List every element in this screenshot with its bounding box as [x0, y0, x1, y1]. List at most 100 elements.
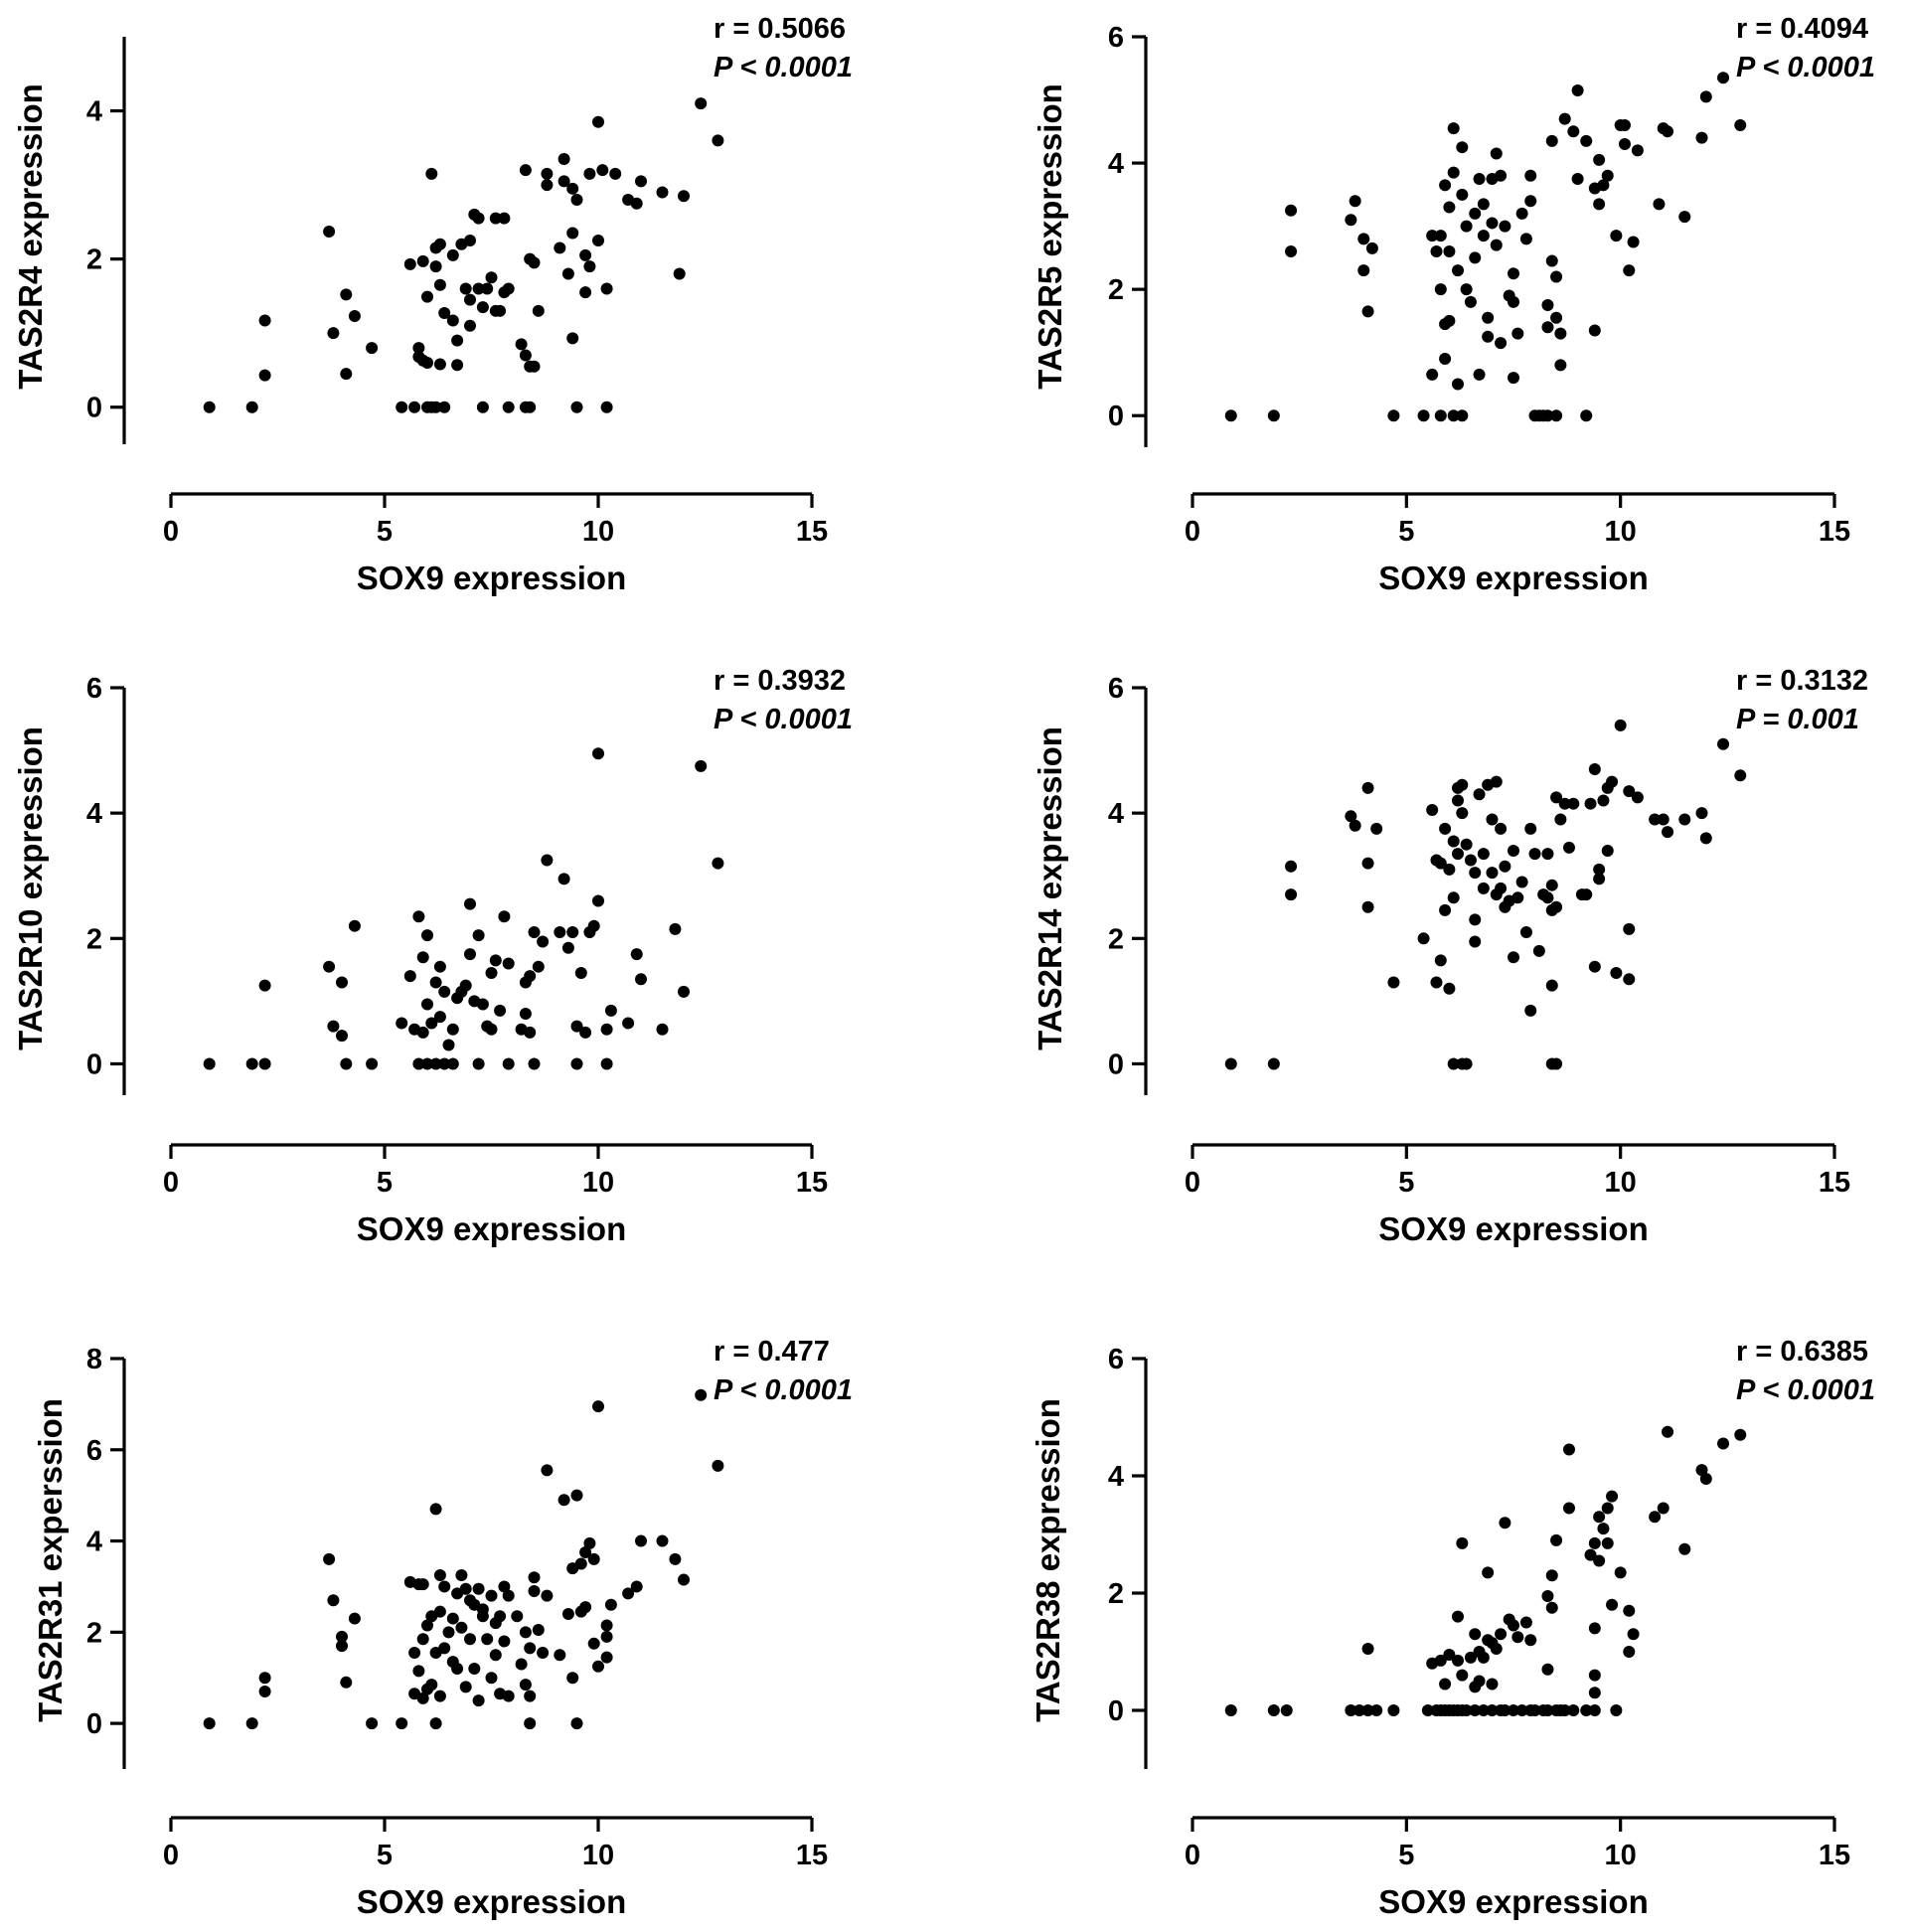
data-point — [1434, 954, 1447, 967]
x-axis-title: SOX9 expression — [1378, 1883, 1648, 1920]
y-axis-title: TAS2R5 expression — [1032, 83, 1068, 390]
data-point — [1524, 1634, 1537, 1647]
data-point — [656, 1534, 669, 1547]
data-point — [1464, 1651, 1477, 1664]
data-point — [519, 164, 532, 177]
data-point — [596, 164, 609, 177]
data-point — [464, 319, 476, 332]
data-point — [1558, 112, 1571, 125]
y-tick-label: 6 — [1108, 22, 1124, 54]
data-point — [1558, 797, 1571, 810]
x-tick-label: 15 — [796, 516, 828, 548]
x-tick-label: 10 — [1605, 516, 1637, 548]
data-point — [421, 290, 433, 303]
data-point — [1580, 409, 1593, 422]
data-point — [433, 1690, 446, 1702]
data-point — [1349, 819, 1361, 832]
data-point — [1417, 932, 1430, 945]
data-point — [1662, 1425, 1674, 1438]
data-point — [515, 338, 528, 351]
data-point — [1447, 835, 1460, 848]
data-point — [1452, 264, 1465, 277]
data-point — [425, 1679, 438, 1691]
data-point — [528, 1057, 541, 1070]
data-point — [532, 1624, 545, 1637]
data-point — [1508, 267, 1519, 280]
data-point — [429, 1503, 442, 1516]
data-point — [1567, 797, 1580, 810]
y-tick-label: 4 — [1108, 148, 1124, 180]
x-axis-title: SOX9 expression — [357, 1883, 626, 1920]
data-point — [1387, 1704, 1400, 1716]
data-point — [1443, 201, 1456, 214]
data-point — [557, 175, 570, 188]
data-point — [464, 897, 476, 910]
data-point — [1545, 979, 1558, 992]
data-point — [396, 401, 408, 413]
data-point — [1439, 1678, 1452, 1690]
data-point — [1473, 172, 1486, 185]
data-point — [498, 212, 511, 225]
data-point — [1477, 198, 1490, 211]
x-tick-label: 0 — [1185, 1167, 1200, 1199]
data-point — [1443, 982, 1456, 995]
y-axis-title: TAS2R38 expression — [1030, 1398, 1066, 1722]
data-point — [635, 175, 647, 188]
data-point — [1345, 1704, 1357, 1716]
data-point — [1495, 1628, 1508, 1641]
y-tick-label: 2 — [86, 923, 102, 955]
data-point — [1554, 359, 1567, 372]
data-point — [1477, 1704, 1490, 1716]
data-point — [1464, 854, 1477, 867]
y-tick-label: 0 — [1108, 1695, 1124, 1727]
data-point — [1550, 1533, 1563, 1546]
data-point — [1528, 848, 1541, 861]
y-tick-label: 2 — [86, 244, 102, 276]
data-point — [323, 960, 336, 973]
y-tick-label: 0 — [1108, 1048, 1124, 1080]
data-point — [327, 1020, 340, 1033]
p-value: P < 0.0001 — [714, 704, 853, 735]
data-point — [459, 1681, 472, 1693]
data-point — [528, 1571, 541, 1584]
data-point — [669, 922, 682, 935]
data-point — [1499, 860, 1511, 873]
data-point — [1434, 1654, 1447, 1667]
data-point — [1224, 1057, 1237, 1070]
data-point — [366, 1057, 379, 1070]
data-point — [587, 1552, 600, 1565]
data-point — [600, 282, 613, 295]
data-point — [451, 1663, 464, 1676]
data-point — [528, 1585, 541, 1598]
data-point — [1352, 1704, 1365, 1716]
data-point — [1361, 900, 1374, 913]
data-point — [511, 1610, 524, 1623]
data-point — [245, 1717, 258, 1730]
data-point — [472, 1582, 485, 1595]
data-point — [635, 1534, 647, 1547]
data-point — [1623, 973, 1636, 986]
data-point — [570, 194, 583, 206]
data-point — [489, 954, 502, 967]
data-point — [340, 1676, 353, 1689]
data-point — [570, 1489, 583, 1502]
data-point — [1495, 337, 1508, 350]
data-point — [421, 1619, 433, 1632]
data-point — [1550, 1057, 1563, 1070]
data-point — [472, 282, 485, 295]
data-point — [433, 960, 446, 973]
data-point — [561, 941, 574, 954]
data-point — [416, 1633, 429, 1646]
x-tick-label: 15 — [1819, 1167, 1850, 1199]
data-point — [600, 1619, 613, 1632]
y-tick-label: 8 — [86, 1344, 102, 1375]
data-point — [566, 332, 579, 345]
data-point — [1597, 794, 1610, 807]
data-point — [451, 334, 464, 347]
data-point — [429, 401, 442, 413]
data-point — [1618, 118, 1631, 131]
data-point — [1460, 838, 1473, 851]
data-point — [1601, 1502, 1614, 1515]
data-point — [408, 401, 421, 413]
y-tick-label: 4 — [86, 1527, 102, 1558]
